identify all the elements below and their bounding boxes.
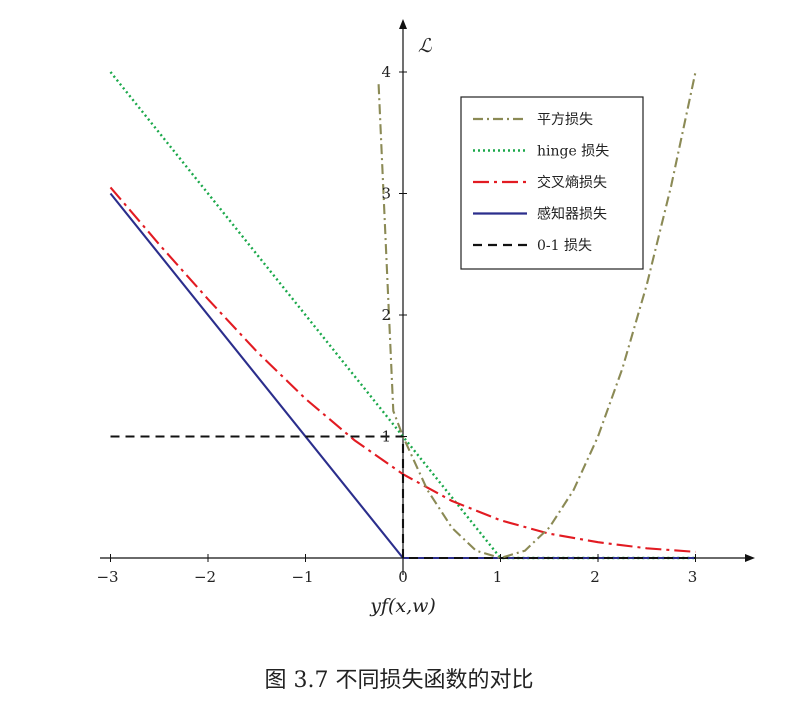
x-tick-label: −2 (194, 568, 216, 586)
x-tick-label: 1 (493, 568, 503, 586)
x-axis-label: yf(x,w) (369, 595, 436, 617)
y-tick-label: 2 (381, 306, 391, 324)
tick-labels: −3 −2 −1 0 1 2 3 1 2 3 4 (96, 63, 697, 586)
x-tick-label: −1 (291, 568, 313, 586)
y-tick-label: 4 (381, 63, 391, 81)
y-tick-label: 3 (381, 185, 391, 203)
legend-label-1: hinge 损失 (537, 144, 609, 160)
loss-comparison-chart: −3 −2 −1 0 1 2 3 1 2 3 4 ℒ yf(x,w) 平方损失 hinge 损失交叉熵… (96, 19, 755, 617)
x-tick-label: −3 (96, 568, 118, 586)
legend-label-4: 0-1 损失 (537, 238, 592, 254)
y-axis-label: ℒ (418, 35, 433, 57)
figure-caption: 图 3.7 不同损失函数的对比 (264, 668, 534, 693)
x-tick-label: 0 (398, 568, 408, 586)
legend-label-0: 平方损失 (537, 112, 593, 128)
legend-label-3: 感知器损失 (537, 206, 607, 223)
legend-label-2: 交叉熵损失 (537, 174, 607, 191)
x-axis-arrow (745, 554, 755, 562)
series-line-4 (110, 435, 696, 560)
y-tick-label: 1 (381, 428, 391, 446)
x-tick-label: 3 (688, 568, 698, 586)
x-tick-label: 2 (590, 568, 600, 586)
series-line-0 (377, 71, 697, 560)
y-axis-arrow (399, 19, 407, 29)
legend-box (460, 96, 644, 270)
